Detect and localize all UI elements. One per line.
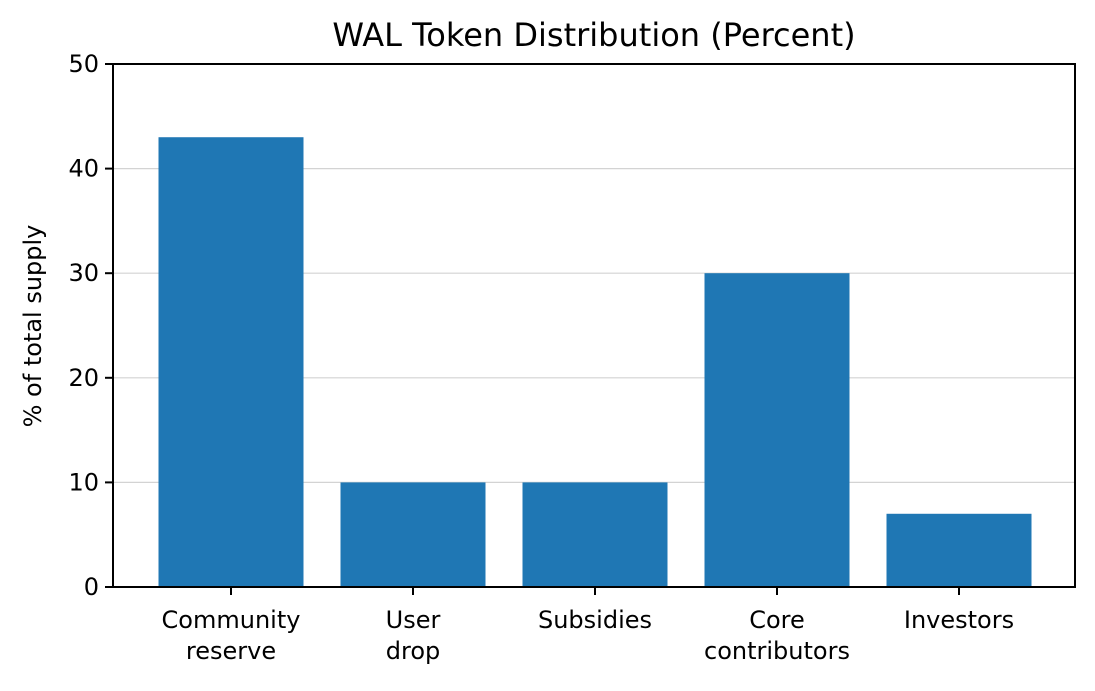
y-tick-label: 50 <box>68 50 99 78</box>
bars <box>158 137 1032 587</box>
x-tick-label: Core contributors <box>704 606 850 665</box>
chart-title: WAL Token Distribution (Percent) <box>332 16 855 54</box>
bar <box>158 137 304 587</box>
y-tick-label: 40 <box>68 155 99 183</box>
x-tick-label: Investors <box>904 606 1014 634</box>
y-axis-label: % of total supply <box>19 225 47 428</box>
bar <box>522 482 668 587</box>
x-axis-ticks: Community reserve User drop Subsidies Core con… <box>162 587 1014 665</box>
bar <box>340 482 486 587</box>
y-tick-label: 20 <box>68 364 99 392</box>
y-tick-label: 30 <box>68 259 99 287</box>
x-tick-label: Subsidies <box>538 606 652 634</box>
y-tick-label: 0 <box>84 573 99 601</box>
x-tick-label: Community reserve <box>162 606 301 665</box>
bar <box>886 513 1032 587</box>
bar <box>704 273 850 587</box>
y-axis-ticks: 0 10 20 30 40 50 <box>68 50 113 601</box>
x-tick-label: User drop <box>386 606 441 665</box>
y-tick-label: 10 <box>68 468 99 496</box>
